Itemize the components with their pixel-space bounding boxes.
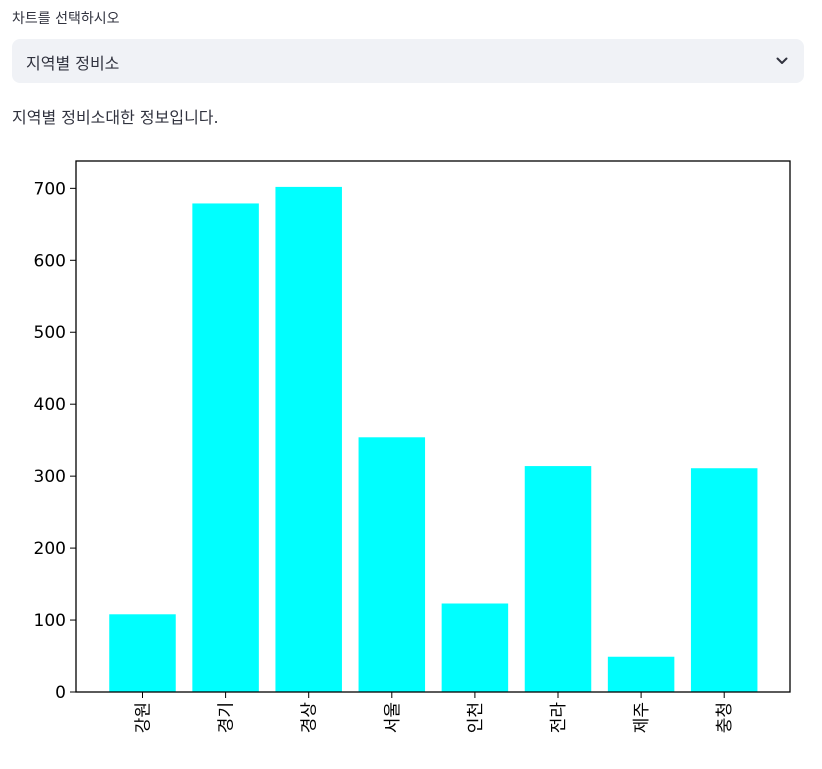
select-label: 차트를 선택하시오 (12, 11, 120, 27)
chart-container: 0 100 200 300 400 500 600 700 강원 경기 경상 서울 인천 전라 제주 충청 (0, 140, 822, 769)
bar-4 (358, 437, 426, 692)
x-tick-label: 경기 (217, 702, 237, 733)
y-tick-label: 200 (34, 539, 66, 559)
bar-2 (192, 203, 259, 692)
y-tick-label: 600 (34, 251, 66, 271)
x-tick-label: 인천 (466, 702, 486, 733)
y-tick-label: 300 (34, 467, 66, 487)
y-tick-label: 100 (34, 611, 66, 631)
bar-7 (607, 656, 675, 692)
x-tick-label: 서울 (383, 702, 403, 733)
bar-5 (441, 603, 509, 692)
x-tick-label: 제주 (632, 702, 652, 733)
bar-1 (109, 614, 176, 692)
bars-group (109, 186, 758, 692)
chevron-down-icon[interactable] (774, 53, 790, 69)
y-tick-label: 500 (34, 323, 66, 343)
y-axis: 0 100 200 300 400 500 600 700 (34, 179, 76, 703)
select-value: 지역별 정비소 (26, 54, 120, 73)
bar-chart: 0 100 200 300 400 500 600 700 강원 경기 경상 서울 인천 전라 제주 충청 (34, 160, 791, 734)
x-tick-label: 전라 (549, 702, 569, 734)
y-tick-label: 700 (34, 179, 66, 199)
info-text: 지역별 정비소대한 정보입니다. (12, 108, 219, 127)
x-axis: 강원 경기 경상 서울 인천 전라 제주 충청 (134, 692, 735, 734)
x-tick-label: 충청 (715, 702, 735, 733)
x-tick-label: 경상 (300, 702, 320, 734)
bar-6 (524, 466, 592, 692)
chart-select-dropdown[interactable]: 지역별 정비소 (12, 39, 804, 83)
plot-frame (75, 160, 791, 693)
y-tick-label: 0 (55, 683, 66, 703)
bar-8 (690, 468, 758, 692)
bar-3 (275, 186, 342, 692)
y-tick-label: 400 (34, 395, 66, 415)
x-tick-label: 강원 (134, 702, 154, 733)
